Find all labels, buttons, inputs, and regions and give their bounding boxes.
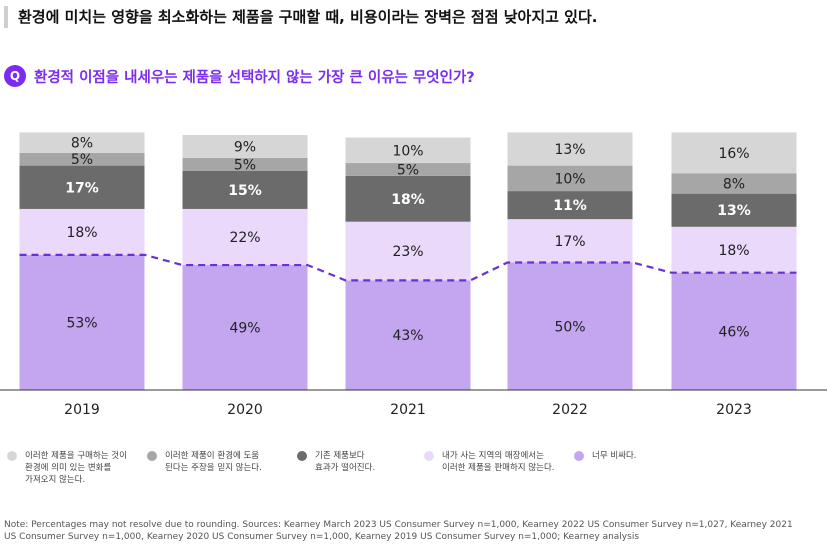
data-label: 8%	[71, 136, 93, 152]
x-tick-label: 2021	[390, 402, 426, 418]
bar-segment	[19, 254, 145, 390]
data-label: 23%	[392, 244, 423, 260]
data-label: 13%	[554, 142, 585, 158]
legend-item-not-sold-locally: 내가 사는 지역의 매장에서는 이러한 제품을 판매하지 않는다.	[424, 450, 554, 474]
page-title: 환경에 미치는 영향을 최소화하는 제품을 구매할 때, 비용이라는 장벽은 점…	[4, 6, 597, 28]
x-tick-label: 2020	[227, 402, 263, 418]
bar-segment	[345, 175, 471, 222]
data-label: 13%	[717, 203, 751, 219]
legend-item-less-effective: 기존 제품보다 효과가 떨어진다.	[297, 450, 375, 474]
data-label: 5%	[71, 152, 93, 168]
data-label: 11%	[553, 198, 587, 214]
legend-item-distrust-claims: 이러한 제품이 환경에 도움 된다는 주장을 믿지 않는다.	[147, 450, 262, 474]
bar-segment	[671, 132, 797, 174]
bar-segment	[182, 157, 308, 171]
x-tick-label: 2023	[716, 402, 752, 418]
data-label: 5%	[397, 162, 419, 178]
bar-segment	[507, 191, 633, 220]
footnote: Note: Percentages may not resolve due to…	[4, 520, 793, 542]
data-label: 53%	[66, 315, 97, 331]
legend-dot	[574, 451, 584, 461]
question-row: Q 환경적 이점을 내세우는 제품을 선택하지 않는 가장 큰 이유는 무엇인가…	[4, 64, 475, 88]
bar-segment	[671, 193, 797, 227]
bar-segment	[345, 221, 471, 281]
bar-segment	[19, 208, 145, 255]
bar-segment	[182, 170, 308, 209]
legend-item-no-impact: 이러한 제품을 구매하는 것이 환경에 의미 있는 변화를 가져오지 않는다.	[7, 450, 127, 486]
data-label: 46%	[718, 324, 749, 340]
bar-segment	[19, 152, 145, 166]
question-text: 환경적 이점을 내세우는 제품을 선택하지 않는 가장 큰 이유는 무엇인가?	[34, 69, 475, 86]
bar-segment	[182, 265, 308, 390]
data-label: 5%	[234, 157, 256, 173]
legend-label: 너무 비싸다.	[592, 451, 637, 461]
bar-segment	[507, 219, 633, 263]
legend-dot	[297, 451, 307, 461]
bar-segment	[671, 272, 797, 390]
data-label: 18%	[718, 243, 749, 259]
data-label: 16%	[718, 146, 749, 162]
bar-segment	[507, 262, 633, 390]
legend-label: 기존 제품보다 효과가 떨어진다.	[315, 451, 376, 473]
bar-segment	[507, 165, 633, 192]
data-label: 10%	[554, 171, 585, 187]
bar-segment	[182, 208, 308, 266]
x-tick-label: 2019	[64, 402, 100, 418]
legend-label: 이러한 제품이 환경에 도움 된다는 주장을 믿지 않는다.	[165, 451, 262, 473]
legend-item-too-expensive: 너무 비싸다.	[574, 450, 637, 462]
bar-segment	[345, 280, 471, 390]
data-label: 49%	[229, 321, 260, 337]
bar-segment	[671, 173, 797, 194]
bar-segment	[671, 226, 797, 273]
bar-segment	[507, 132, 633, 166]
data-label: 43%	[392, 328, 423, 344]
data-label: 15%	[228, 183, 262, 199]
bar-segment	[345, 163, 471, 176]
legend-dot	[7, 451, 17, 461]
bar-segment	[345, 137, 471, 164]
bar-segment	[182, 135, 308, 158]
bar-segment	[19, 132, 145, 153]
legend-label: 이러한 제품을 구매하는 것이 환경에 의미 있는 변화를 가져오지 않는다.	[25, 451, 127, 485]
legend-dot	[147, 451, 157, 461]
x-tick-label: 2022	[552, 402, 588, 418]
data-label: 50%	[554, 319, 585, 335]
legend-dot	[424, 451, 434, 461]
data-label: 17%	[65, 180, 99, 196]
data-label: 17%	[554, 234, 585, 250]
data-label: 8%	[723, 176, 745, 192]
data-label: 10%	[392, 143, 423, 159]
stacked-bar-chart: 53%18%17%5%8%201949%22%15%5%9%202043%23%…	[0, 132, 827, 418]
data-label: 18%	[391, 192, 425, 208]
data-label: 22%	[229, 230, 260, 246]
data-label: 9%	[234, 139, 256, 155]
legend-label: 내가 사는 지역의 매장에서는 이러한 제품을 판매하지 않는다.	[442, 451, 555, 473]
trend-dashed-line	[19, 253, 797, 282]
data-label: 18%	[66, 225, 97, 241]
bar-segment	[19, 165, 145, 209]
question-icon: Q	[4, 65, 26, 87]
